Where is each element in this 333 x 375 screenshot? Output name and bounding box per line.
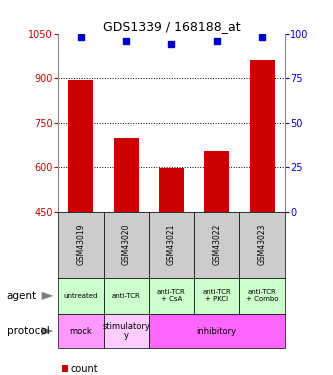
Bar — [114, 138, 139, 212]
Text: GSM43023: GSM43023 — [257, 224, 267, 266]
Title: GDS1339 / 168188_at: GDS1339 / 168188_at — [103, 20, 240, 33]
Bar — [69, 80, 93, 212]
Text: GSM43021: GSM43021 — [167, 224, 176, 266]
Text: GSM43020: GSM43020 — [122, 224, 131, 266]
Text: stimulatory
y: stimulatory y — [102, 322, 150, 340]
Bar — [250, 60, 274, 212]
Text: anti-TCR
+ Combo: anti-TCR + Combo — [246, 290, 278, 302]
Text: untreated: untreated — [64, 293, 98, 299]
Text: GSM43022: GSM43022 — [212, 224, 221, 266]
Text: inhibitory: inhibitory — [197, 327, 237, 336]
Text: agent: agent — [7, 291, 37, 301]
Bar — [204, 151, 229, 212]
Text: count: count — [71, 364, 99, 374]
Text: anti-TCR: anti-TCR — [112, 293, 141, 299]
Text: anti-TCR
+ CsA: anti-TCR + CsA — [157, 290, 186, 302]
Text: protocol: protocol — [7, 326, 49, 336]
Text: GSM43019: GSM43019 — [76, 224, 86, 266]
Text: mock: mock — [70, 327, 92, 336]
Text: anti-TCR
+ PKCi: anti-TCR + PKCi — [202, 290, 231, 302]
Bar — [159, 168, 184, 212]
